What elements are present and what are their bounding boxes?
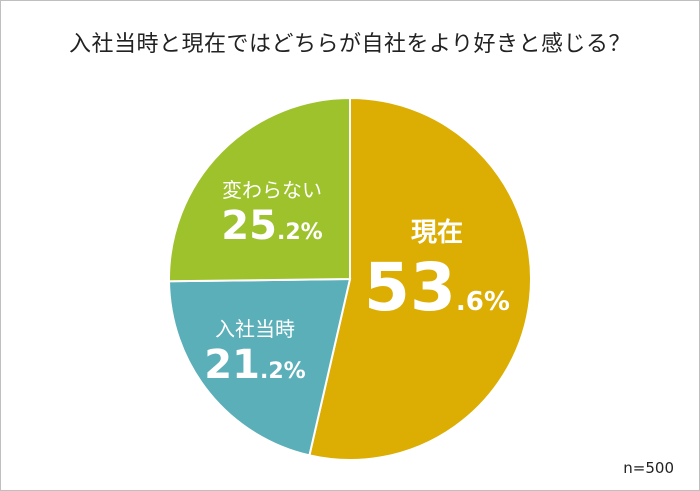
slice-genzai [308, 96, 532, 461]
slice-label-nyusha-toji: 入社当時 21.2% [190, 313, 320, 388]
slice-kawaranai [168, 96, 351, 283]
category-label: 入社当時 [215, 317, 295, 341]
value-int: 53 [364, 249, 456, 326]
category-label: 変わらない [222, 178, 322, 202]
value-int: 25 [221, 203, 277, 249]
value-dec: .2% [259, 359, 306, 384]
chart-title: 入社当時と現在ではどちらが自社をより好きと感じる？ [68, 32, 632, 57]
sample-size-note: n=500 [623, 459, 674, 477]
value-int: 21 [204, 342, 260, 388]
value-dec: .2% [276, 220, 323, 245]
slice-label-genzai: 現在 53.6% [362, 212, 512, 326]
category-label: 現在 [410, 218, 463, 248]
slice-label-kawaranai: 変わらない 25.2% [202, 174, 342, 249]
slice-nyusha-toji [168, 277, 352, 457]
value-dec: .6% [455, 287, 510, 317]
